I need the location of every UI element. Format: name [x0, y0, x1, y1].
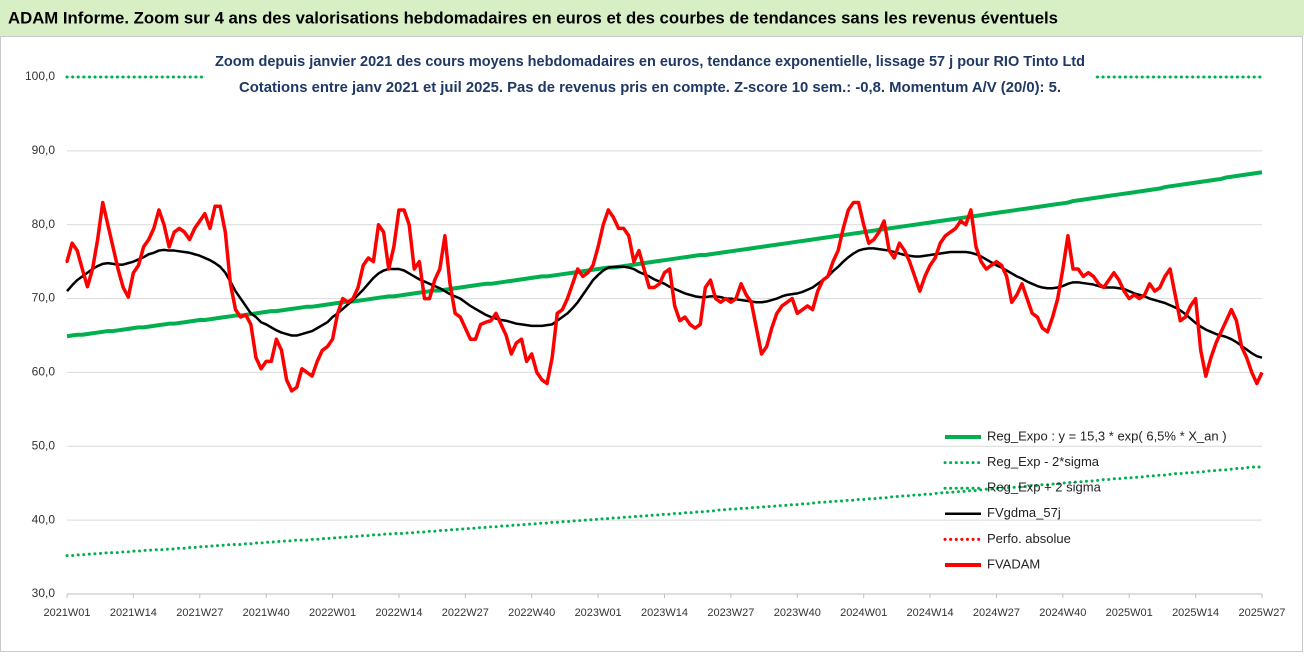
x-tick-label: 2025W27 — [1238, 607, 1285, 619]
series-line — [66, 170, 1263, 339]
series-line — [65, 200, 1264, 393]
x-tick-label: 2022W14 — [375, 607, 422, 619]
chart-title: ADAM Informe. Zoom sur 4 ans des valoris… — [8, 8, 1058, 27]
y-tick-label: 70,0 — [32, 291, 56, 305]
x-tick-label: 2021W14 — [110, 607, 157, 619]
x-tick-label: 2023W01 — [575, 607, 622, 619]
y-tick-label: 100,0 — [25, 69, 55, 83]
chart-subtitle: Zoom depuis janvier 2021 des cours moyen… — [215, 53, 1085, 70]
chart-subtitle: Cotations entre janv 2021 et juil 2025. … — [239, 79, 1061, 96]
x-tick-label: 2024W01 — [840, 607, 887, 619]
header-band — [0, 0, 1304, 36]
y-tick-label: 40,0 — [32, 512, 56, 526]
x-tick-label: 2024W14 — [907, 607, 954, 619]
legend-label: FVgdma_57j — [987, 505, 1061, 520]
x-tick-label: 2025W14 — [1172, 607, 1219, 619]
y-tick-label: 60,0 — [32, 365, 56, 379]
x-tick-label: 2022W40 — [508, 607, 555, 619]
y-tick-label: 50,0 — [32, 438, 56, 452]
x-tick-label: 2021W40 — [243, 607, 290, 619]
series-line — [65, 465, 1264, 558]
x-tick-label: 2023W14 — [641, 607, 688, 619]
x-tick-label: 2021W01 — [43, 607, 90, 619]
legend-label: Reg_Exp - 2*sigma — [987, 454, 1100, 469]
x-tick-label: 2022W01 — [309, 607, 356, 619]
y-tick-label: 80,0 — [32, 217, 56, 231]
legend-label: FVADAM — [987, 556, 1040, 571]
x-tick-label: 2021W27 — [176, 607, 223, 619]
subtitle-box — [205, 46, 1095, 102]
chart-frame — [0, 36, 1303, 652]
series-line — [65, 201, 1264, 393]
legend-label: Reg_Exp + 2 sigma — [987, 480, 1102, 495]
x-tick-label: 2023W40 — [774, 607, 821, 619]
series-line — [66, 247, 1263, 359]
x-tick-label: 2024W40 — [1039, 607, 1086, 619]
x-tick-label: 2024W27 — [973, 607, 1020, 619]
x-tick-label: 2023W27 — [707, 607, 754, 619]
x-tick-label: 2025W01 — [1106, 607, 1153, 619]
y-tick-label: 90,0 — [32, 143, 56, 157]
x-tick-label: 2022W27 — [442, 607, 489, 619]
legend-label: Reg_Expo : y = 15,3 * exp( 6,5% * X_an ) — [987, 428, 1227, 443]
legend-label: Perfo. absolue — [987, 531, 1071, 546]
y-tick-label: 30,0 — [32, 586, 56, 600]
